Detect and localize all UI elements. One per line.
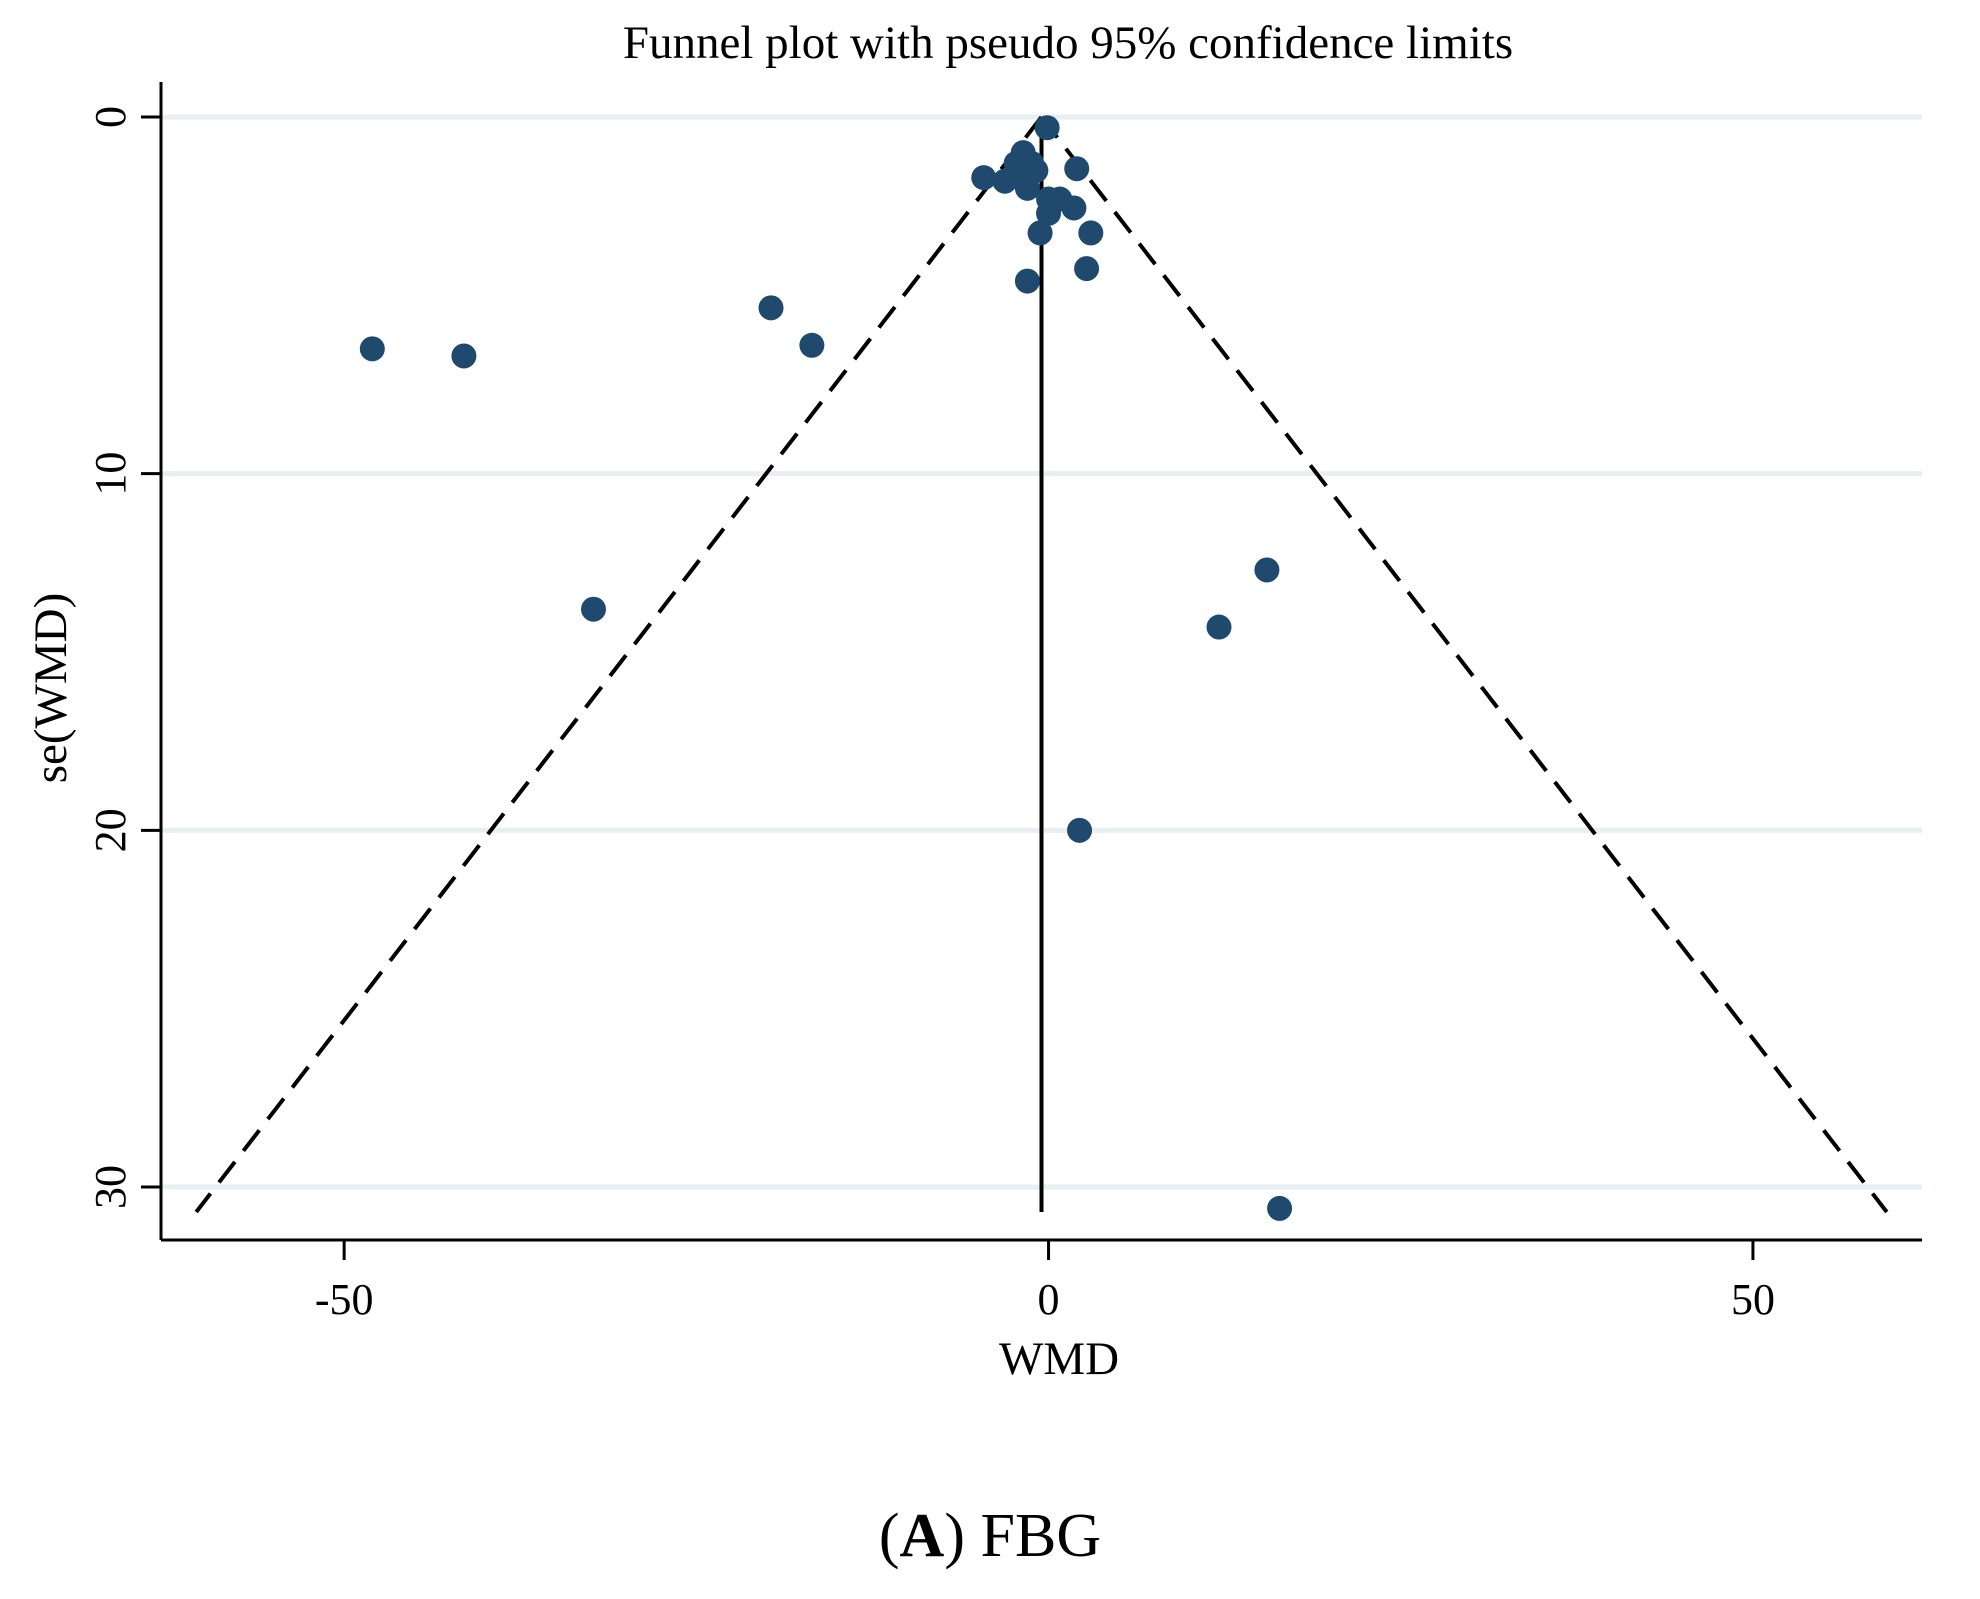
caption-close: ) <box>944 1502 965 1570</box>
funnel-limits <box>194 115 1889 1214</box>
study-point-13 <box>1061 195 1087 221</box>
study-point-21 <box>359 336 385 362</box>
study-point-18 <box>1014 268 1040 294</box>
chart-title: Funnel plot with pseudo 95% confidence l… <box>623 17 1513 69</box>
study-point-20 <box>799 332 825 358</box>
x-tick-label-0: 0 <box>1038 1275 1060 1324</box>
study-point-9 <box>1014 175 1040 201</box>
study-point-14 <box>1036 200 1062 226</box>
study-point-7 <box>971 165 997 191</box>
x-tick-label-50: 50 <box>1731 1275 1775 1324</box>
x-tick-label--50: -50 <box>315 1275 374 1324</box>
x-axis-title: WMD <box>999 1333 1119 1385</box>
study-point-23 <box>581 596 607 622</box>
caption-open: ( <box>878 1502 900 1570</box>
y-tick-label-0: 0 <box>86 106 135 128</box>
study-point-10 <box>1064 156 1090 182</box>
study-point-24 <box>1254 557 1280 583</box>
axes: 0 10 20 30 -50 0 50 <box>86 82 1922 1324</box>
caption-letter: A <box>899 1502 945 1570</box>
y-tick-label-20: 20 <box>86 808 135 852</box>
study-point-22 <box>451 343 477 369</box>
study-points <box>359 115 1293 1221</box>
study-point-15 <box>1027 220 1053 246</box>
y-tick-label-10: 10 <box>86 452 135 496</box>
study-point-27 <box>1267 1195 1293 1221</box>
study-point-8 <box>992 168 1018 194</box>
y-tick-label-30: 30 <box>86 1165 135 1209</box>
study-point-16 <box>1078 220 1104 246</box>
study-point-1 <box>1034 115 1060 141</box>
funnel-left-limit <box>194 115 1044 1214</box>
funnel-plot: Funnel plot with pseudo 95% confidence l… <box>25 17 1922 1385</box>
caption-text: FBG <box>964 1502 1102 1570</box>
y-axis-title: se(WMD) <box>25 593 77 784</box>
study-point-25 <box>1206 614 1232 640</box>
figure-caption: (A) FBG <box>0 1505 1980 1567</box>
study-point-26 <box>1067 817 1093 843</box>
study-point-19 <box>758 295 784 321</box>
study-point-17 <box>1074 256 1100 282</box>
funnel-right-limit <box>1039 115 1889 1214</box>
